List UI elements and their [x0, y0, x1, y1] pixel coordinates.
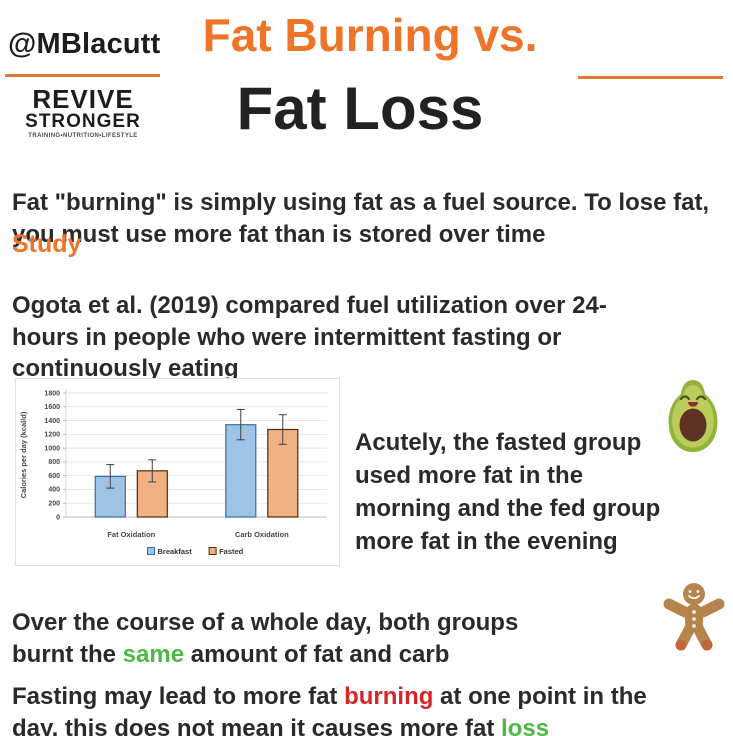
bar-chart: 0 200 400 600 800 1000 1200 1400 1600 1800 Fat Oxi… — [15, 378, 340, 566]
svg-text:0: 0 — [56, 514, 60, 521]
chart-note-text: Acutely, the fasted group used more fat … — [355, 429, 661, 556]
svg-text:1800: 1800 — [44, 390, 60, 397]
intro-text: Fat "burning" is simply using fat as a f… — [12, 189, 710, 248]
logo-text-stronger: STRONGER — [25, 111, 141, 132]
page-title-line2: Fat Loss — [236, 75, 484, 142]
svg-text:Calories per day (kcal/d): Calories per day (kcal/d) — [19, 411, 28, 498]
svg-text:200: 200 — [48, 501, 60, 508]
bar-chart-svg: 0 200 400 600 800 1000 1200 1400 1600 1800 Fat Oxi… — [19, 389, 327, 556]
study-label: Study — [12, 230, 82, 258]
logo-tagline: TRAINING•NUTRITION•LIFESTYLE — [28, 133, 138, 139]
svg-text:1200: 1200 — [44, 432, 60, 439]
author-handle: @MBlacutt — [8, 28, 161, 60]
gingerbread-man-icon — [658, 581, 730, 655]
finding-whole-day: Over the course of a whole day, both gro… — [12, 609, 519, 668]
svg-text:Breakfast: Breakfast — [158, 547, 193, 556]
svg-text:1600: 1600 — [44, 404, 60, 411]
study-description: Ogota et al. (2019) compared fuel utiliz… — [12, 292, 607, 383]
finding-conclusion: Fasting may lead to more fat burning at … — [12, 683, 647, 736]
logo-text-revive: REVIVE — [32, 84, 134, 114]
avocado-icon — [662, 377, 724, 455]
page-title-line1: Fat Burning vs. — [202, 9, 538, 61]
revive-stronger-logo: REVIVE STRONGER TRAINING•NUTRITION•LIFES… — [0, 86, 166, 139]
svg-text:1400: 1400 — [44, 418, 60, 425]
svg-text:400: 400 — [48, 487, 60, 494]
title-underline — [578, 76, 723, 79]
svg-text:Fat Oxidation: Fat Oxidation — [107, 530, 155, 539]
svg-text:800: 800 — [48, 459, 60, 466]
svg-text:1000: 1000 — [44, 445, 60, 452]
handle-underline — [5, 74, 160, 77]
svg-text:Carb Oxidation: Carb Oxidation — [235, 530, 289, 539]
svg-text:600: 600 — [48, 473, 60, 480]
svg-text:Fasted: Fasted — [219, 547, 244, 556]
